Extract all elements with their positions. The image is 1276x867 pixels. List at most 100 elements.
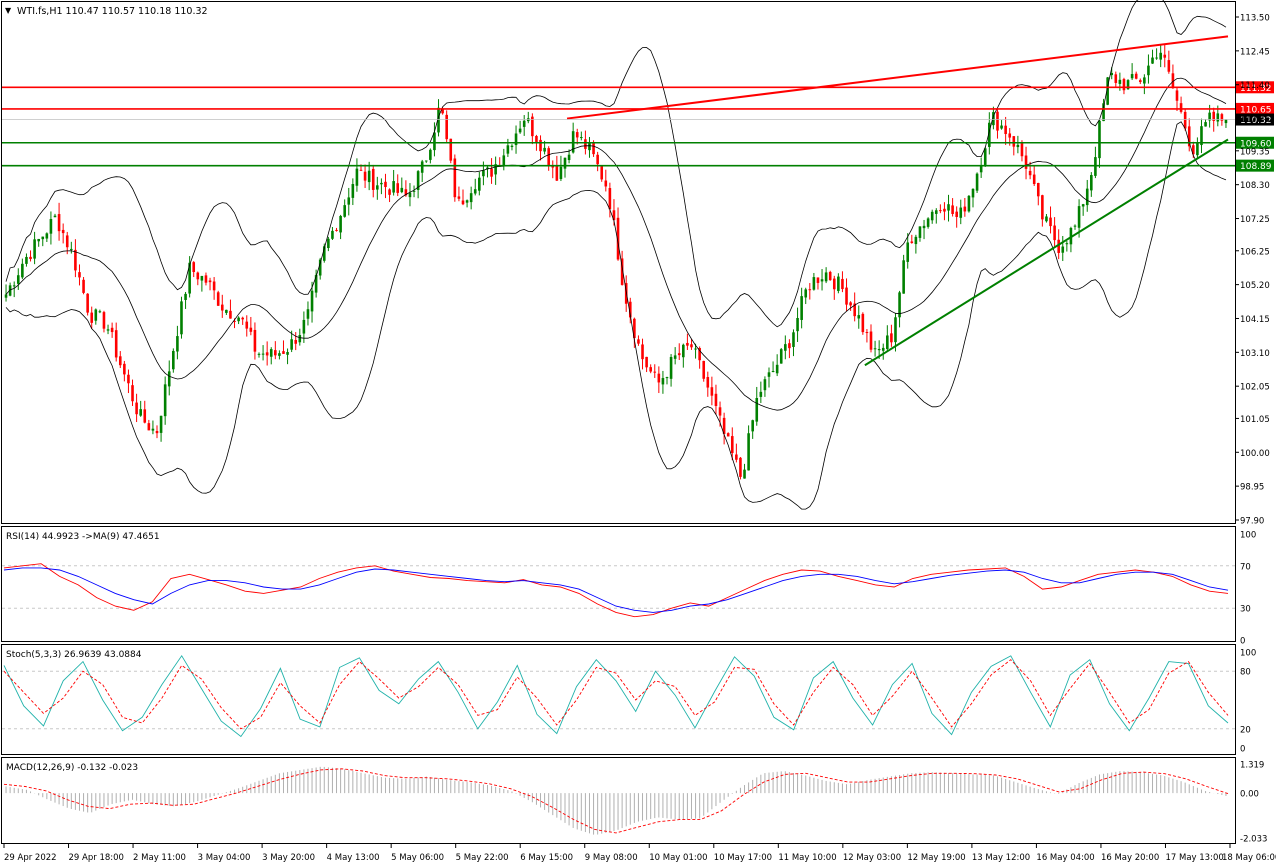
candle-body — [212, 281, 216, 291]
candle-body — [812, 277, 816, 290]
price-tick-label: 103.10 — [1240, 349, 1270, 359]
candle-body — [294, 339, 298, 344]
candle-body — [188, 262, 191, 294]
candle-body — [482, 170, 485, 177]
candle-body — [514, 133, 518, 146]
time-tick-label: 16 May 20:00 — [1101, 853, 1159, 863]
time-tick-label: 6 May 15:00 — [520, 853, 573, 863]
candle-body — [628, 301, 632, 318]
candle-body — [433, 132, 436, 151]
time-tick-label: 29 Apr 18:00 — [69, 853, 124, 863]
rsi-pane[interactable] — [1, 526, 1236, 642]
candle-body — [947, 204, 950, 211]
candle-body — [608, 188, 612, 210]
candle-body — [416, 171, 420, 190]
price-tick-label: 110.35 — [1240, 115, 1270, 125]
candle-body — [74, 249, 77, 271]
level-price-label-3: 108.89 — [1240, 162, 1272, 172]
candle-body — [429, 149, 432, 160]
candle-body — [873, 348, 877, 350]
macd-tick-label: -2.033 — [1240, 835, 1267, 845]
candle-body — [616, 217, 620, 260]
candle-body — [220, 304, 224, 311]
candle-body — [1138, 80, 1142, 83]
candle-body — [1057, 239, 1060, 253]
candle-body — [457, 196, 461, 199]
candle-body — [539, 139, 542, 152]
candle-body — [555, 166, 559, 181]
candle-body — [955, 211, 958, 217]
candle-body — [718, 407, 722, 416]
candle-body — [1224, 119, 1228, 124]
candle-body — [21, 263, 24, 278]
candle-body — [816, 277, 820, 283]
candle-body — [902, 260, 905, 294]
candle-body — [1032, 174, 1036, 185]
candle-body — [25, 256, 28, 264]
candle-body — [845, 287, 848, 305]
candle-body — [853, 303, 856, 317]
stoch-main-line — [3, 654, 1229, 738]
candle-body — [110, 327, 114, 333]
candle-body — [1114, 74, 1118, 83]
price-tick-label: 101.05 — [1240, 415, 1270, 425]
resistance-trendline[interactable] — [566, 35, 1229, 120]
candle-body — [877, 349, 881, 351]
candle-body — [1163, 54, 1167, 58]
candle-body — [661, 378, 665, 385]
candle-body — [510, 145, 514, 147]
candle-body — [172, 350, 175, 370]
candle-body — [1122, 79, 1126, 91]
time-tick-label: 11 May 10:00 — [778, 853, 836, 863]
candle-body — [225, 309, 228, 313]
candle-body — [327, 238, 330, 249]
candle-body — [465, 200, 469, 203]
candle-body — [351, 184, 355, 198]
candle-body — [318, 259, 322, 276]
candle-body — [1098, 120, 1101, 159]
candle-body — [1134, 73, 1138, 79]
candle-body — [486, 167, 489, 170]
candle-body — [400, 187, 404, 193]
candle-body — [274, 350, 277, 356]
candle-body — [934, 210, 938, 214]
candle-body — [763, 379, 767, 391]
candle-body — [310, 290, 314, 312]
candle-body — [1126, 80, 1130, 90]
main-price-pane[interactable] — [1, 1, 1236, 524]
candle-body — [849, 302, 852, 306]
candle-body — [796, 317, 799, 332]
candle-body — [208, 280, 212, 283]
candle-body — [478, 177, 481, 191]
candle-body — [1106, 77, 1109, 105]
candle-body — [1016, 144, 1020, 148]
candle-body — [314, 274, 318, 293]
price-tick-label: 100.00 — [1240, 449, 1270, 459]
candle-body — [869, 331, 873, 350]
candle-body — [70, 248, 73, 250]
candle-body — [298, 335, 302, 343]
stoch-pane[interactable] — [1, 644, 1236, 755]
candle-body — [412, 190, 416, 192]
macd-tick-label: 0.00 — [1240, 790, 1259, 800]
time-tick-label: 5 May 06:00 — [391, 853, 444, 863]
support-trendline[interactable] — [864, 138, 1229, 367]
candle-body — [155, 430, 159, 434]
candle-body — [61, 229, 65, 234]
candle-body — [677, 353, 681, 356]
candle-body — [604, 180, 608, 187]
candle-body — [747, 433, 750, 471]
candle-body — [143, 409, 147, 423]
candle-body — [494, 164, 497, 175]
candle-body — [959, 207, 963, 218]
rsi-tick-label: 100 — [1240, 531, 1256, 541]
candle-body — [233, 320, 236, 322]
symbol-menu-icon[interactable]: ▼ — [5, 6, 12, 15]
candle-body — [926, 218, 930, 227]
candle-body — [376, 185, 379, 190]
candle-body — [424, 160, 428, 162]
candle-body — [571, 131, 575, 153]
candle-body — [939, 210, 942, 212]
candle-body — [518, 128, 522, 133]
candle-body — [331, 230, 334, 239]
